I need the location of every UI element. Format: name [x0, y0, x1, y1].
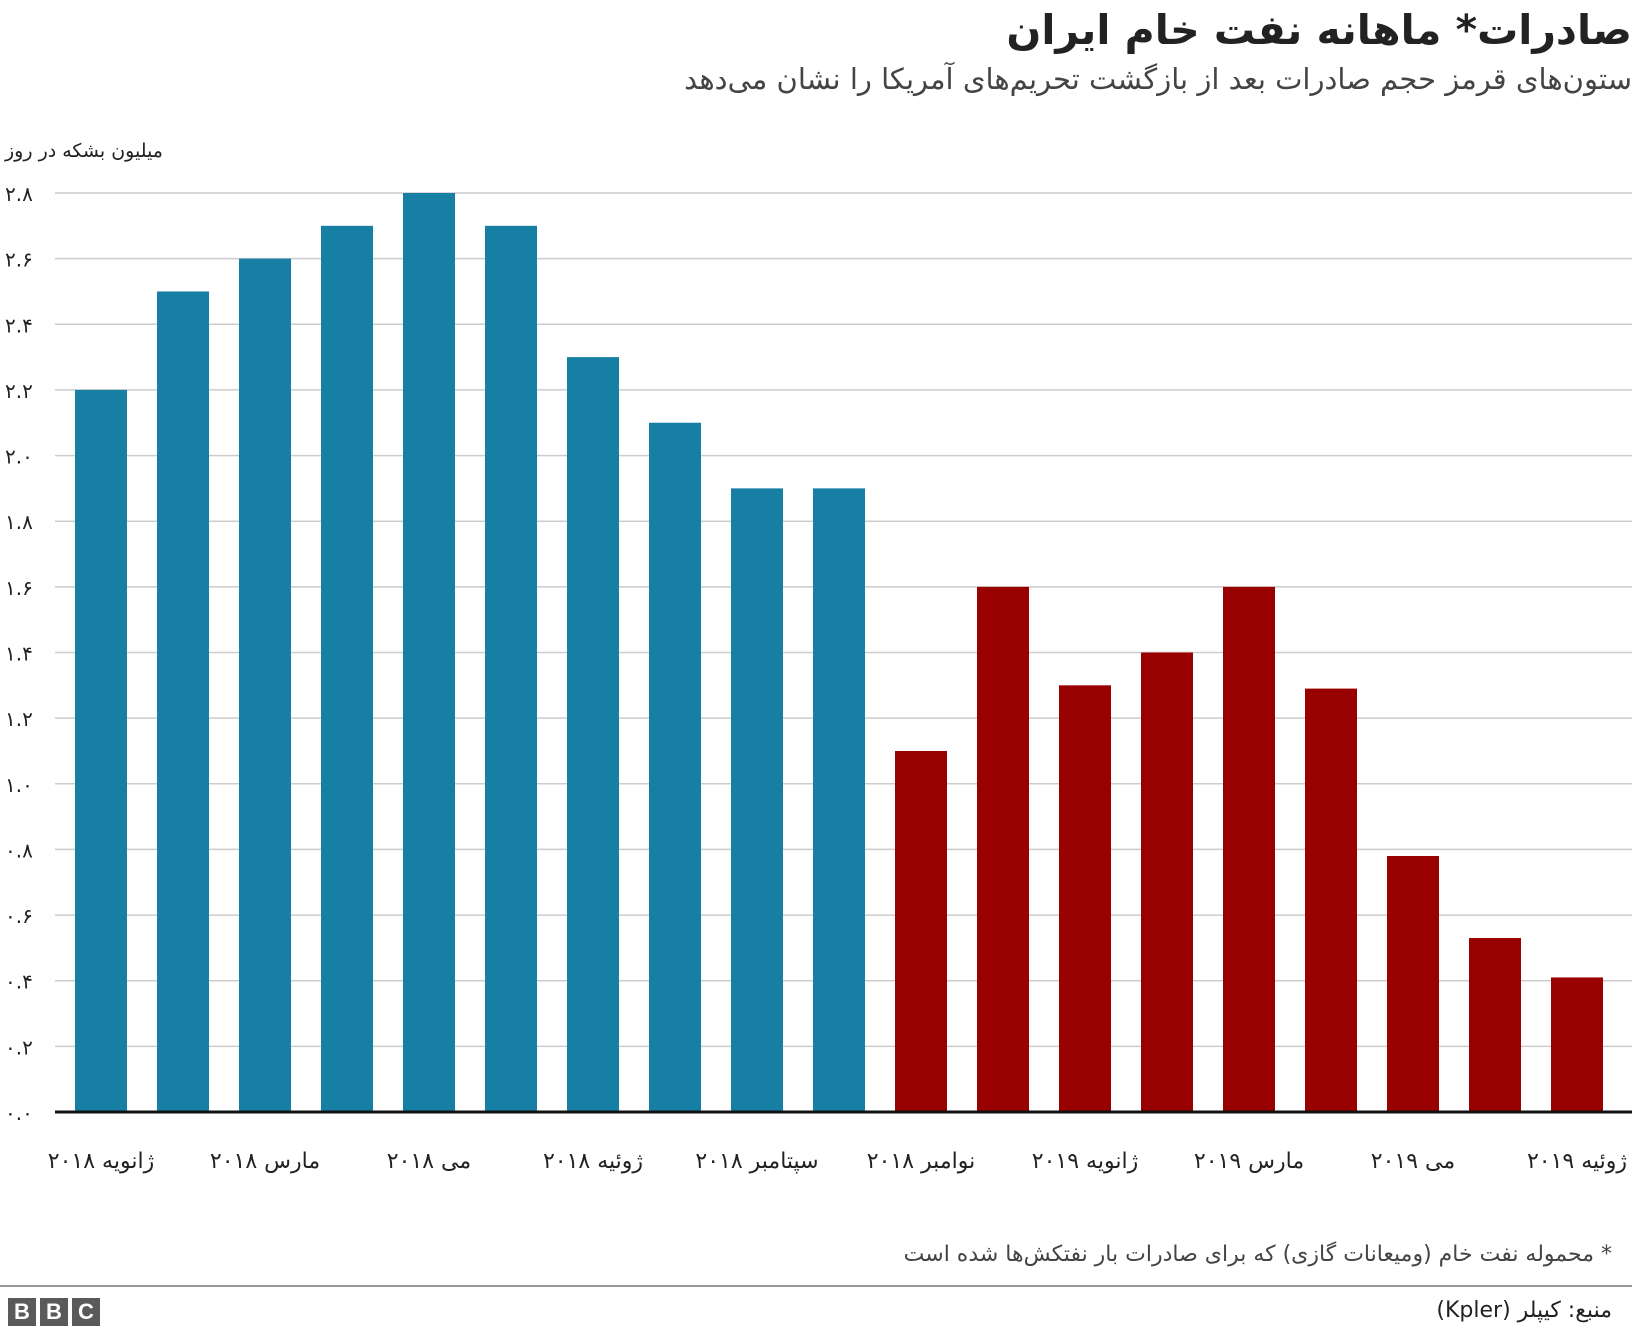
bar-after-sanctions: [895, 750, 947, 1112]
bar-after-sanctions: [1141, 652, 1193, 1112]
bar-before-sanctions: [485, 225, 537, 1113]
y-tick-label: ۰.۲: [5, 1035, 33, 1059]
y-tick-label: ۱.۲: [5, 707, 33, 731]
x-tick-label: مارس ۲۰۱۹: [1194, 1149, 1304, 1174]
y-tick-label: ۲.۲: [5, 379, 33, 403]
y-tick-label: ۰.۸: [5, 838, 33, 862]
bar-before-sanctions: [239, 258, 291, 1113]
y-tick-label: ۰.۴: [5, 970, 33, 994]
x-tick-label: سپتامبر ۲۰۱۸: [695, 1149, 818, 1174]
bar-after-sanctions: [1059, 685, 1111, 1112]
y-tick-label: ۱.۶: [5, 576, 33, 600]
bbc-logo-letter: B: [8, 1298, 36, 1326]
bar-before-sanctions: [567, 357, 619, 1112]
bars: [75, 193, 1603, 1113]
x-tick-label: می ۲۰۱۹: [1371, 1149, 1455, 1174]
y-tick-label: ۱.۸: [5, 510, 33, 534]
bar-before-sanctions: [731, 488, 783, 1113]
bar-after-sanctions: [1551, 977, 1603, 1112]
y-tick-label: ۰.۶: [5, 904, 33, 928]
y-tick-label: ۲.۸: [5, 182, 33, 206]
y-tick-label: ۲.۴: [5, 313, 33, 337]
y-axis-ticks: ۰.۰ ۰.۲ ۰.۴ ۰.۶ ۰.۸ ۱.۰ ۱.۲ ۱.۴ ۱.۶ ۱.۸ ۲.۰ ۲.۲ ۲.۴ ۲…: [5, 182, 33, 1125]
x-tick-label: مارس ۲۰۱۸: [210, 1149, 320, 1174]
bbc-logo: B B C: [8, 1298, 100, 1326]
x-tick-label: ژوئیه ۲۰۱۹: [1527, 1149, 1627, 1174]
footer-divider: [0, 1285, 1632, 1287]
x-axis-ticks: ژانویه ۲۰۱۸ مارس ۲۰۱۸ می ۲۰۱۸ ژوئیه ۲۰۱۸ سپت…: [48, 1149, 1627, 1174]
x-tick-label: نوامبر ۲۰۱۸: [867, 1149, 975, 1174]
bar-chart: ۰.۰ ۰.۲ ۰.۴ ۰.۶ ۰.۸ ۱.۰ ۱.۲ ۱.۴ ۱.۶ ۱.۸ ۲.۰ ۲.۲ ۲.۴ ۲…: [5, 182, 1632, 1174]
bar-before-sanctions: [649, 422, 701, 1112]
source-credit: منبع: کیپلر (Kpler): [1436, 1298, 1612, 1323]
x-tick-label: می ۲۰۱۸: [387, 1149, 471, 1174]
x-tick-label: ژانویه ۲۰۱۹: [1032, 1149, 1138, 1174]
footnote: * محموله نفت خام (ومیعانات گازی) که برای…: [903, 1242, 1612, 1267]
y-tick-label: ۲.۶: [5, 248, 33, 272]
bar-after-sanctions: [1223, 586, 1275, 1112]
bar-after-sanctions: [977, 586, 1029, 1112]
chart-title: صادرات* ماهانه نفت خام ایران: [1006, 6, 1632, 54]
bar-before-sanctions: [403, 193, 455, 1112]
y-tick-label: ۱.۰: [5, 773, 33, 797]
y-tick-label: ۰.۰: [5, 1101, 33, 1125]
bar-before-sanctions: [813, 488, 865, 1113]
x-tick-label: ژوئیه ۲۰۱۸: [543, 1149, 643, 1174]
y-axis-unit-label: میلیون بشکه در روز: [5, 140, 163, 162]
bar-after-sanctions: [1305, 688, 1357, 1112]
chart-subtitle: ستون‌های قرمز حجم صادرات بعد از بازگشت ت…: [684, 62, 1632, 96]
bar-after-sanctions: [1469, 938, 1521, 1112]
bar-before-sanctions: [321, 225, 373, 1113]
bar-after-sanctions: [1387, 855, 1439, 1112]
bar-before-sanctions: [75, 389, 127, 1112]
bbc-logo-letter: C: [72, 1298, 100, 1326]
bbc-logo-letter: B: [40, 1298, 68, 1326]
x-tick-label: ژانویه ۲۰۱۸: [48, 1149, 154, 1174]
y-tick-label: ۲.۰: [5, 445, 33, 469]
y-tick-label: ۱.۴: [5, 642, 33, 666]
bar-before-sanctions: [157, 291, 209, 1112]
